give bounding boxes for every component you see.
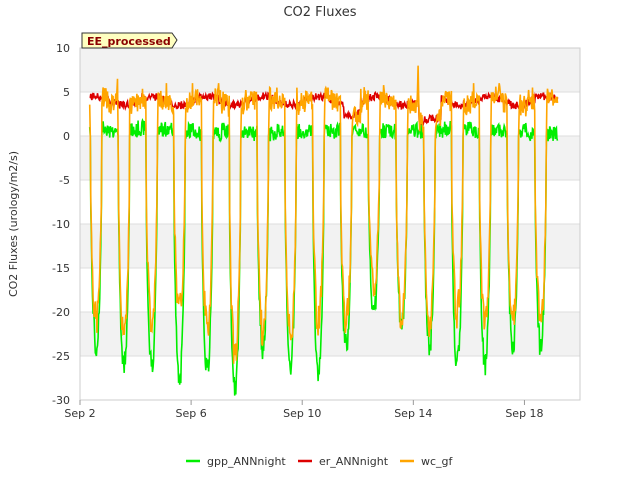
badge-shape	[81, 32, 178, 49]
series-line-wc-gf	[88, 65, 559, 364]
legend-label: wc_gf	[421, 455, 454, 468]
processing-badge: EE_processed	[81, 32, 178, 49]
series-layer	[88, 65, 559, 396]
band	[80, 356, 580, 400]
y-tick-label: -10	[52, 218, 70, 231]
x-tick-label: Sep 10	[283, 407, 321, 420]
legend-label: er_ANNnight	[319, 455, 389, 468]
x-tick-label: Sep 2	[64, 407, 95, 420]
legend: gpp_ANNnight er_ANNnight wc_gf	[186, 455, 454, 468]
plot-frame	[79, 47, 581, 401]
y-tick-label: 0	[63, 130, 70, 143]
chart-title: CO2 Fluxes	[283, 5, 356, 20]
badge-label: EE_processed	[87, 35, 171, 48]
x-axis-ticks: Sep 2 Sep 6 Sep 10 Sep 14 Sep 18	[64, 400, 544, 420]
y-axis-ticks: 10 5 0 -5 -10 -15 -20 -25 -30	[52, 42, 70, 407]
y-tick-label: 10	[56, 42, 70, 55]
band	[80, 48, 580, 92]
y-tick-label: -15	[52, 262, 70, 275]
y-tick-label: -25	[52, 350, 70, 363]
x-tick-label: Sep 14	[394, 407, 432, 420]
x-tick-label: Sep 18	[505, 407, 543, 420]
legend-label: gpp_ANNnight	[207, 455, 286, 468]
y-tick-label: -20	[52, 306, 70, 319]
band	[80, 268, 580, 312]
band	[80, 136, 580, 180]
band	[80, 224, 580, 268]
y-tick-label: -5	[59, 174, 70, 187]
band	[80, 312, 580, 356]
y-axis-label: CO2 Fluxes (urology/m2/s)	[7, 151, 20, 297]
band	[80, 180, 580, 224]
x-tick-label: Sep 6	[175, 407, 206, 420]
y-tick-label: 5	[63, 86, 70, 99]
y-tick-label: -30	[52, 394, 70, 407]
